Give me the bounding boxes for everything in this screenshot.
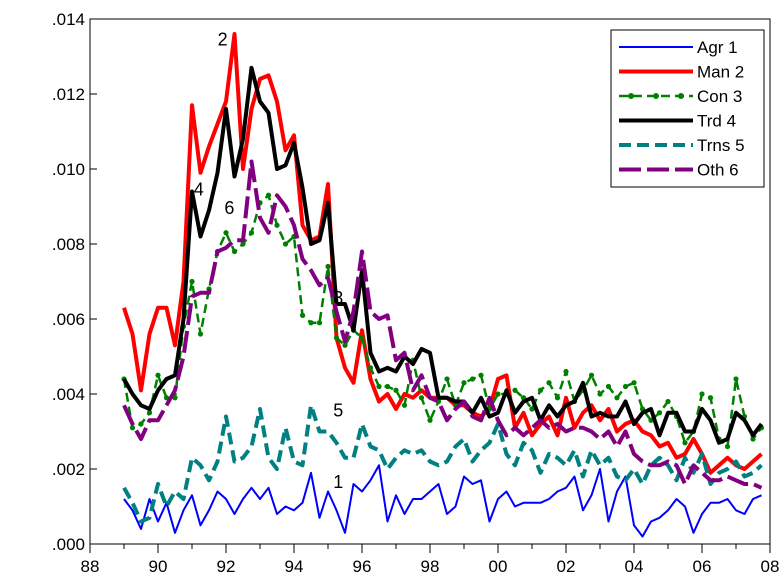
series-line-oth-6	[122, 159, 763, 490]
series-point	[461, 380, 467, 386]
series-point	[155, 372, 161, 378]
y-tick-label: .012	[52, 85, 85, 104]
legend-label: Trns 5	[697, 136, 745, 155]
legend-marker	[628, 93, 634, 99]
series-point	[469, 376, 476, 382]
legend-label: Oth 6	[697, 161, 739, 180]
series-point	[682, 440, 688, 446]
series-point	[529, 406, 535, 412]
series-point	[189, 278, 195, 285]
series-point	[265, 192, 272, 198]
series-point	[129, 425, 136, 431]
series-point	[282, 241, 289, 247]
series-point	[665, 398, 671, 405]
x-tick-label: 02	[557, 557, 576, 576]
x-tick-label: 98	[421, 557, 440, 576]
series-point	[146, 410, 153, 416]
series-annotation: 2	[218, 29, 228, 49]
legend-label: Con 3	[697, 87, 742, 106]
series-line-agr-1	[123, 464, 762, 538]
legend-marker	[653, 93, 659, 99]
y-tick-label: .004	[52, 385, 85, 404]
series-point	[333, 335, 340, 341]
y-tick-label: .014	[52, 10, 85, 29]
series-point	[342, 342, 348, 348]
series-point	[699, 391, 705, 397]
y-tick-label: .010	[52, 160, 85, 179]
series-point	[537, 387, 544, 393]
series-point	[359, 335, 365, 341]
series-point	[707, 395, 714, 401]
series-point	[308, 320, 314, 326]
series-point	[563, 368, 569, 375]
series-point	[138, 421, 144, 427]
series-point	[724, 443, 731, 450]
series-line-trd-4	[122, 65, 764, 445]
series-annotation: 6	[224, 198, 234, 218]
series-annotation: 3	[333, 288, 343, 308]
legend-label: Man 2	[697, 63, 744, 82]
series-point	[750, 436, 756, 442]
series-point	[631, 380, 637, 386]
series-line-trns-5	[122, 403, 763, 524]
series-point	[546, 380, 552, 386]
series-point	[418, 395, 425, 401]
series-point	[478, 372, 484, 378]
x-tick-label: 06	[693, 557, 712, 576]
series-point	[231, 248, 238, 255]
series-point	[656, 410, 663, 416]
series-point	[495, 391, 501, 397]
series-point	[240, 241, 246, 247]
series-point	[325, 263, 331, 270]
series-point	[588, 372, 595, 378]
series-annotation: 5	[333, 401, 343, 421]
series-point	[605, 383, 612, 390]
legend-label: Agr 1	[697, 38, 738, 57]
y-tick-label: .002	[52, 460, 85, 479]
x-tick-label: 04	[625, 557, 644, 576]
y-tick-label: .006	[52, 310, 85, 329]
legend-box	[610, 29, 765, 188]
series-point	[274, 222, 280, 228]
axes: .000 .002 .004 .006 .008 .010 .012 .014 88 90 92 94…	[52, 10, 780, 576]
series-point	[614, 395, 620, 401]
x-tick-label: 88	[81, 557, 100, 576]
series-point	[223, 230, 229, 236]
series-point	[316, 320, 323, 326]
x-tick-label: 92	[217, 557, 236, 576]
series-point	[401, 402, 408, 408]
series-point	[197, 331, 204, 337]
x-tick-label: 96	[353, 557, 372, 576]
annotations: 2 46 3 5 1	[194, 29, 343, 492]
x-tick-label: 08	[761, 557, 780, 576]
x-tick-label: 94	[285, 557, 304, 576]
series-annotation: 1	[333, 472, 343, 492]
series-point	[554, 395, 561, 401]
y-tick-label: .008	[52, 235, 85, 254]
plot-lines	[121, 32, 765, 538]
legend-marker	[678, 93, 684, 99]
series-point	[384, 383, 391, 390]
series-point	[367, 365, 374, 371]
legend-label: Trd 4	[697, 112, 736, 131]
series-point	[733, 376, 739, 382]
series-point	[376, 383, 382, 390]
y-tick-label: .000	[52, 535, 85, 554]
series-point	[597, 391, 603, 397]
series-point	[427, 417, 433, 423]
x-tick-label: 90	[149, 557, 168, 576]
series-point	[444, 376, 450, 382]
series-point	[512, 387, 518, 393]
series-point	[299, 312, 306, 318]
x-tick-label: 00	[489, 557, 508, 576]
series-point	[248, 230, 255, 236]
legend: Agr 1 Man 2 Con 3 Trd 4 Trns 5 Oth 6	[610, 29, 765, 188]
series-point	[393, 387, 399, 393]
series-point	[622, 383, 629, 390]
series-annotation: 4	[194, 179, 204, 199]
